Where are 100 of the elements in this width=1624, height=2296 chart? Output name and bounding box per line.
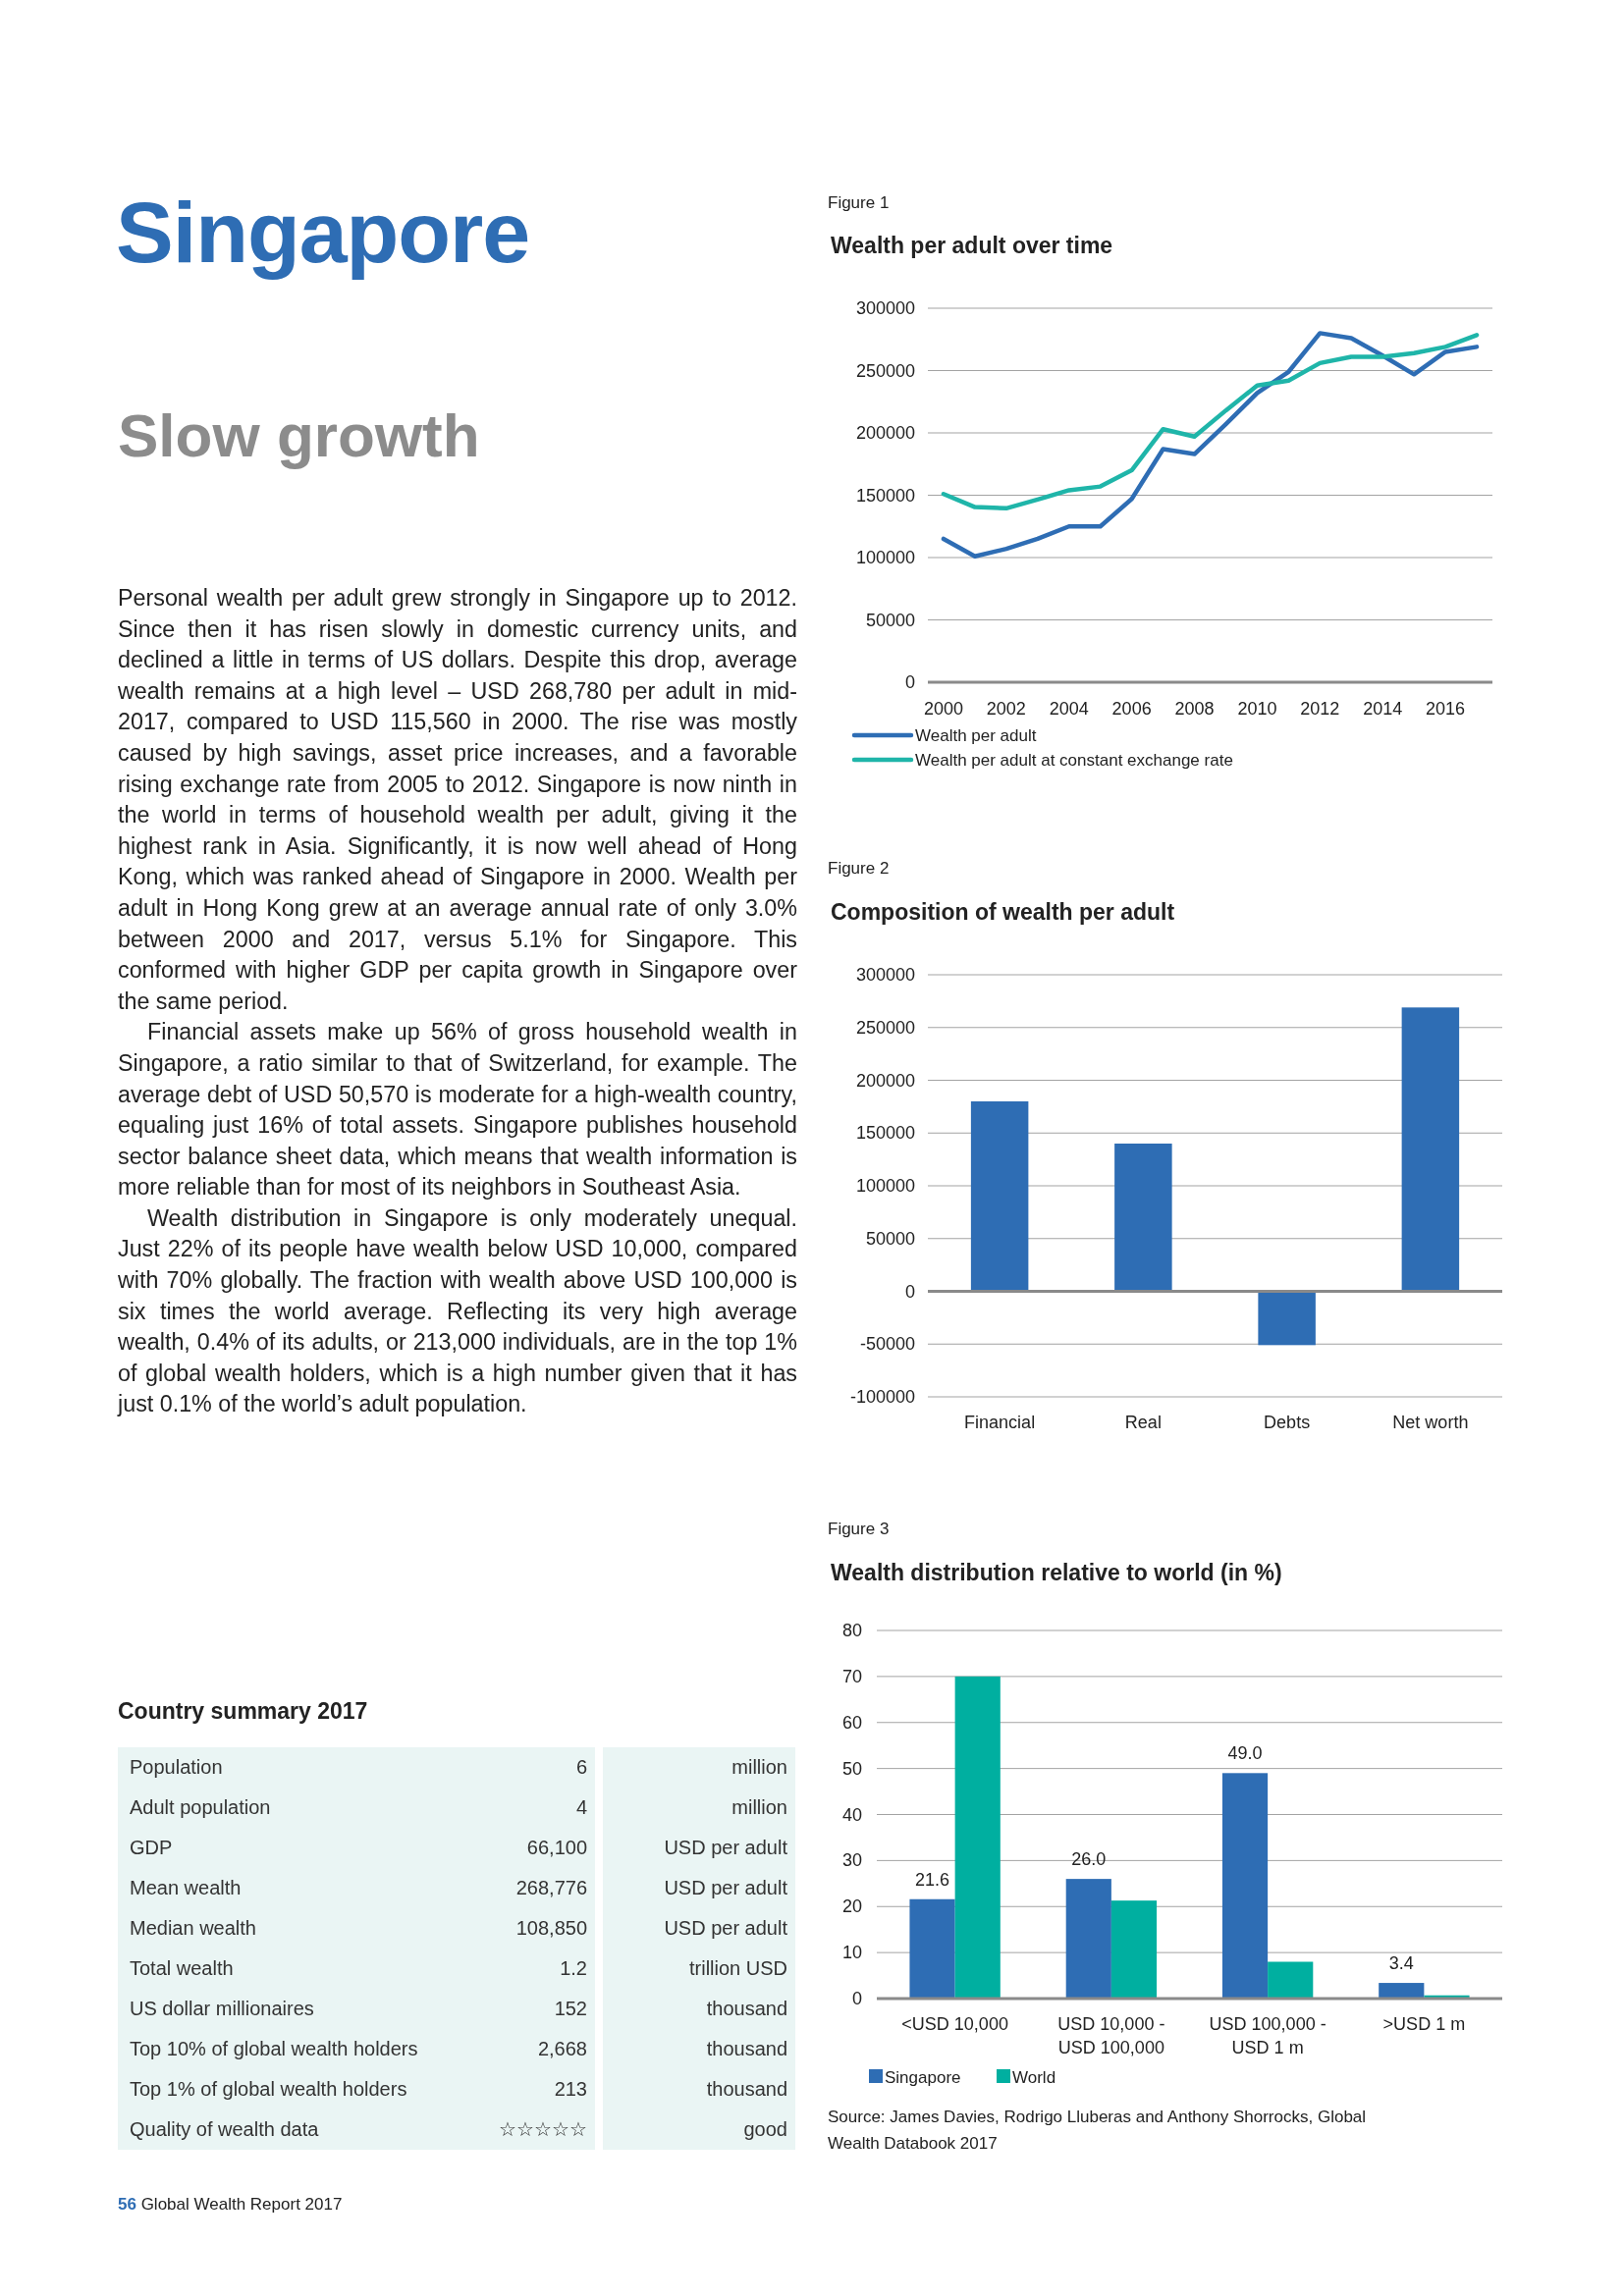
text: 66,100 [526, 1837, 587, 1858]
y-tick-label: -50000 [859, 1334, 915, 1355]
y-tick-label: 300000 [855, 965, 915, 985]
y-tick-label: 50000 [865, 610, 915, 630]
data-label: 26.0 [1071, 1849, 1107, 1870]
text: Top 10% of global wealth holders [130, 2038, 418, 2059]
text: Personal wealth per adult grew strongly in Singapore up to 2012. Since then it has risen slowly in domestic currency units, and declined a little in terms of US dollars. Despite this drop, average wealth remains at a high level – USD 268,780 per adult in mid-2017, compared to USD 115,560 in 2000. The rise was mostly caused by high savings, asset price increases, and a favorable rising exchange rate from 2005 to 2012. Singapore is now ninth in the world in terms of household wealth per adult, giving it the highest rank in Asia. Significantly, it is now well ahead of Hong Kong, which was ranked ahead of Singapore in 2000. Wealth per adult in Hong Kong grew at an average annual rate of only 3.0% between 2000 and 2017, versus 5.1% for Singapore. This conformed with higher GDP per capita growth in Singapore over the same period. [118, 585, 797, 1014]
line-series [941, 331, 1480, 559]
bar [1268, 1961, 1314, 1999]
y-tick-label: 0 [904, 672, 915, 692]
text: Top 1% of global wealth holders [130, 2078, 407, 2100]
bar [1379, 1983, 1425, 1999]
y-tick-label: 30 [841, 1850, 862, 1871]
bar [909, 1898, 955, 1999]
text: Financial assets make up 56% of gross household wealth in Singapore, a ratio similar to that of Switzerland, for example. The average debt of USD 50,570 is moderate for a high-wealth country, equaling just 16% of total assets. Singapore publishes household sector balance sheet data, which means that wealth information is more reliable than for most of its neighbors in Southeast Asia. [118, 1018, 797, 1202]
bar [1401, 1007, 1460, 1292]
y-tick-label: 150000 [855, 485, 915, 506]
data-label: 49.0 [1227, 1743, 1263, 1764]
text: Population [130, 1756, 223, 1778]
data-label: 3.4 [1388, 1953, 1414, 1974]
text: 268,776 [515, 1877, 587, 1898]
text: 108,850 [515, 1917, 587, 1939]
text: USD per adult [664, 1837, 787, 1858]
source-note: Source: James Davies, Rodrigo Lluberas and Anthony Shorrocks, Global Wealth Databook 2017 [828, 2108, 1367, 2153]
chart-title: Wealth per adult over time [831, 233, 1113, 258]
text: 6 [575, 1756, 587, 1778]
text: Mean wealth [130, 1877, 242, 1898]
y-tick-label: 200000 [855, 1070, 915, 1091]
x-tick-label: <USD 10,000 [901, 2014, 1008, 2034]
y-tick-label: 250000 [855, 1017, 915, 1038]
y-tick-label: 80 [841, 1621, 862, 1640]
y-tick-label: 70 [841, 1666, 862, 1686]
chart-subtitle: Figure 2 [828, 859, 890, 878]
text: Country summary 2017 [118, 1698, 369, 1726]
y-tick-label: 0 [851, 1989, 862, 2008]
text: thousand [706, 1998, 787, 2019]
y-tick-label: 10 [841, 1943, 862, 1963]
x-tick-label: 2004 [1049, 699, 1089, 719]
y-tick-label: 50000 [865, 1228, 915, 1249]
text: USD per adult [664, 1877, 787, 1898]
text: good [743, 2118, 787, 2140]
text: Adult population [130, 1796, 271, 1818]
text: 213 [554, 2078, 587, 2100]
text: million [731, 1796, 787, 1818]
text: Quality of wealth data [130, 2118, 319, 2140]
text: 56 Global Wealth Report 2017 [118, 2195, 343, 2215]
text: thousand [706, 2078, 787, 2100]
legend-label: Wealth per adult at constant exchange rate [915, 751, 1233, 770]
x-tick-label: 2010 [1237, 699, 1277, 719]
text: million [731, 1756, 787, 1778]
x-tick-label: Net worth [1392, 1413, 1469, 1432]
x-tick-label: 2016 [1426, 699, 1466, 719]
bar [970, 1101, 1029, 1292]
y-tick-label: 250000 [855, 360, 915, 381]
text: ☆☆☆☆☆ [499, 2118, 587, 2140]
text: Total wealth [130, 1957, 234, 1979]
x-tick-label: USD 10,000 - USD 100,000 [1057, 2014, 1165, 2057]
x-tick-label: USD 100,000 - USD 1 m [1209, 2014, 1326, 2057]
text: US dollar millionaires [130, 1998, 314, 2019]
bar [1258, 1291, 1316, 1346]
x-tick-label: 2000 [923, 699, 963, 719]
text: Median wealth [130, 1917, 256, 1939]
data-label: 21.6 [915, 1869, 950, 1890]
text: Slow growth [118, 400, 480, 470]
y-tick-label: -100000 [849, 1387, 915, 1407]
bar [1065, 1879, 1111, 1999]
x-tick-label: Real [1124, 1413, 1162, 1432]
bar [1114, 1144, 1172, 1292]
bar [954, 1676, 1001, 2000]
legend-label: World [1012, 2068, 1056, 2087]
y-tick-label: 50 [841, 1758, 862, 1779]
bar [1221, 1773, 1269, 1999]
x-tick-label: 2012 [1300, 699, 1340, 719]
text: GDP [130, 1837, 173, 1858]
chart-subtitle: Figure 3 [828, 1520, 890, 1538]
y-tick-label: 100000 [855, 1176, 915, 1196]
x-tick-label: >USD 1 m [1382, 2014, 1466, 2034]
text: thousand [706, 2038, 787, 2059]
y-tick-label: 150000 [855, 1123, 915, 1144]
x-tick-label: Financial [964, 1413, 1036, 1432]
x-tick-label: Debts [1264, 1413, 1311, 1432]
text: Wealth distribution in Singapore is only moderately unequal. Just 22% of its people have wealth below USD 10,000, compared with 70% globally. The fraction with wealth above USD 100,000 is six times the world average. Reflecting its very high average wealth, 0.4% of its adults, or 213,000 individuals, are in the top 1% of global wealth holders, which is a high number given that it has just 0.1% of the world’s adult population. [118, 1203, 797, 1419]
y-tick-label: 40 [841, 1804, 862, 1825]
text: 2,668 [537, 2038, 587, 2059]
y-tick-label: 0 [904, 1281, 915, 1302]
x-tick-label: 2006 [1111, 699, 1152, 719]
x-tick-label: 2008 [1174, 699, 1215, 719]
legend-label: Wealth per adult [915, 726, 1037, 745]
text: USD per adult [664, 1917, 787, 1939]
legend-label: Singapore [885, 2068, 961, 2087]
chart-subtitle: Figure 1 [828, 193, 890, 212]
text: 4 [575, 1796, 587, 1818]
y-tick-label: 100000 [855, 548, 915, 567]
y-tick-label: 20 [841, 1896, 862, 1917]
x-tick-label: 2014 [1363, 699, 1403, 719]
bar [1110, 1900, 1158, 1999]
text: Singapore [116, 183, 530, 283]
y-tick-label: 60 [841, 1712, 862, 1733]
text: 1.2 [560, 1957, 587, 1979]
y-tick-label: 200000 [855, 423, 915, 443]
